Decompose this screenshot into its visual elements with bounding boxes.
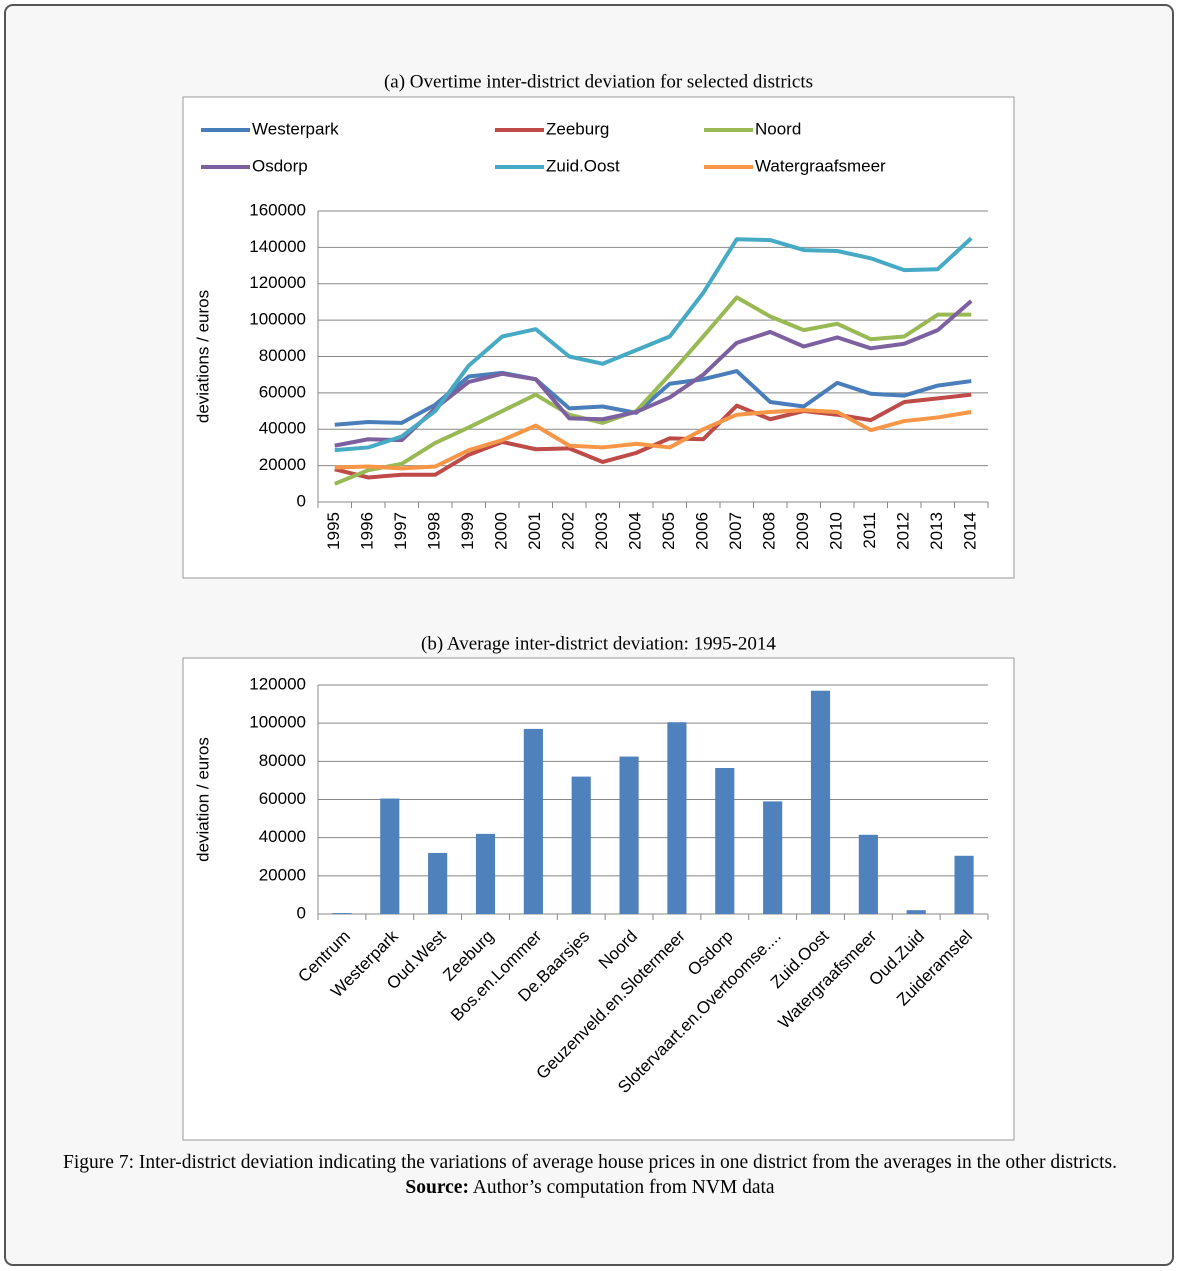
legend-label: Watergraafsmeer (755, 156, 886, 175)
source-text: Author’s computation from NVM data (472, 1177, 775, 1198)
series-line (333, 295, 972, 486)
y-tick-label: 160000 (249, 200, 306, 219)
bar (810, 690, 831, 914)
caption-text: Figure 7: Inter-district deviation indic… (63, 1152, 1117, 1173)
legend-label: Zeeburg (546, 119, 609, 138)
series-line (334, 236, 973, 453)
x-tick-label: 2014 (961, 512, 980, 550)
legend-label: Zuid.Oost (546, 156, 620, 175)
bar (332, 913, 352, 914)
bar (906, 910, 926, 914)
legend-label: Westerpark (252, 119, 339, 138)
x-tick-label: 2001 (525, 512, 544, 550)
x-tick-label: 2000 (492, 512, 511, 550)
x-tick-label: 2006 (693, 512, 712, 550)
bar (954, 855, 974, 914)
series-line (334, 408, 972, 471)
chart-box (182, 657, 1015, 1141)
bar (715, 768, 735, 914)
bar (428, 852, 448, 914)
x-tick-label: 2004 (626, 512, 645, 550)
y-tick-label: 40000 (259, 827, 306, 846)
y-tick-label: 0 (297, 903, 306, 922)
x-tick-label: 2009 (793, 512, 812, 550)
legend-label: Noord (755, 119, 801, 138)
y-tick-label: 40000 (259, 419, 306, 438)
y-tick-label: 60000 (259, 382, 306, 401)
x-tick-label: 2005 (659, 512, 678, 550)
x-tick-label: 1996 (358, 512, 377, 550)
x-tick-label: 2002 (559, 512, 578, 550)
bar (475, 833, 496, 914)
bar (619, 756, 639, 914)
x-tick-label: 2003 (592, 512, 611, 550)
x-tick-label: 1997 (391, 512, 410, 550)
y-axis-label: deviation / euros (193, 737, 212, 862)
y-tick-label: 20000 (259, 455, 306, 474)
x-tick-label: 1999 (458, 512, 477, 550)
bar (380, 798, 400, 914)
y-tick-label: 140000 (249, 237, 306, 256)
y-tick-label: 100000 (249, 713, 306, 732)
y-tick-label: 60000 (259, 789, 306, 808)
x-tick-label: 2011 (860, 512, 879, 549)
x-tick-label: 2013 (927, 512, 946, 550)
x-tick-label: 1995 (324, 512, 343, 550)
y-tick-label: 20000 (259, 865, 306, 884)
bar (763, 801, 783, 914)
legend-label: Osdorp (252, 156, 308, 175)
source-label: Source: (405, 1177, 469, 1198)
bar (667, 722, 687, 914)
bar (571, 776, 591, 914)
y-axis-label: deviations / euros (193, 290, 212, 423)
bar (523, 728, 543, 914)
y-tick-label: 80000 (259, 346, 306, 365)
series-line (334, 369, 972, 427)
y-tick-label: 100000 (249, 310, 306, 329)
x-tick-label: 2008 (760, 512, 779, 550)
x-tick-label: 2012 (894, 512, 913, 550)
y-tick-label: 80000 (259, 751, 306, 770)
y-tick-label: 120000 (249, 273, 306, 292)
y-tick-label: 0 (297, 491, 306, 510)
chart-title: (b) Average inter-district deviation: 19… (421, 633, 776, 654)
bar (858, 834, 878, 914)
x-tick-label: 2010 (827, 512, 846, 550)
chart-title: (a) Overtime inter-district deviation fo… (384, 71, 813, 92)
x-tick-label: 1998 (425, 512, 444, 550)
x-tick-label: 2007 (726, 512, 745, 550)
caption: Figure 7: Inter-district deviation indic… (40, 1150, 1140, 1200)
y-tick-label: 120000 (249, 674, 306, 693)
